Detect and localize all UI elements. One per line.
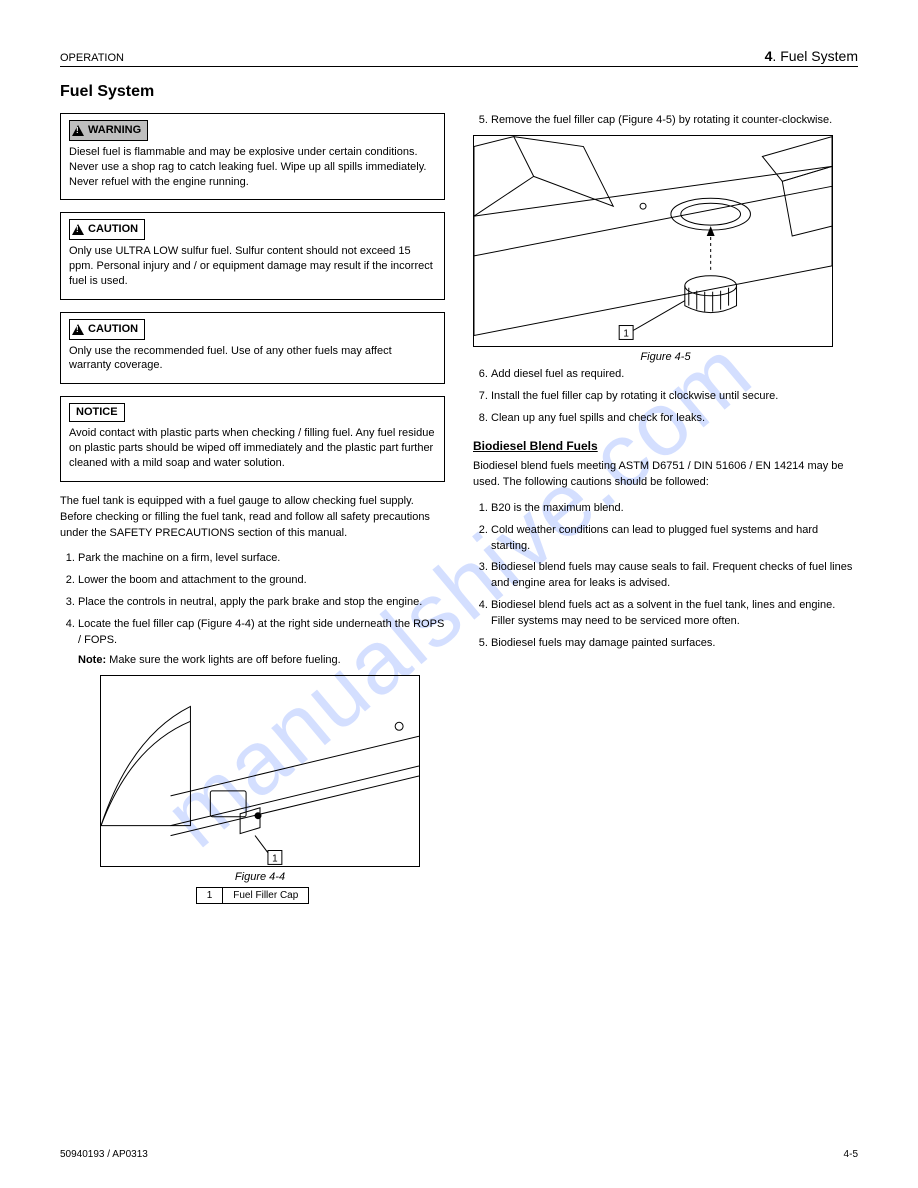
caution1-callout: CAUTION Only use ULTRA LOW sulfur fuel. … [60, 212, 445, 299]
caution1-text: Only use ULTRA LOW sulfur fuel. Sulfur c… [69, 244, 436, 289]
figure-4-4-legend: 1 Fuel Filler Cap [196, 887, 310, 904]
caution2-label: CAUTION [88, 322, 138, 337]
step-5b: by rotating it counter-clockwise. [679, 114, 832, 126]
bio-5: Biodiesel fuels may damage painted surfa… [491, 636, 858, 652]
caution2-text: Only use the recommended fuel. Use of an… [69, 344, 436, 374]
biodiesel-heading: Biodiesel Blend Fuels [473, 439, 858, 453]
step-5: Remove the fuel filler cap (Figure 4-5) … [491, 113, 858, 129]
step-7: Install the fuel filler cap by rotating … [491, 389, 858, 405]
left-column: WARNING Diesel fuel is flammable and may… [60, 113, 445, 910]
figure-4-4-svg: 1 [101, 676, 419, 866]
caution2-callout: CAUTION Only use the recommended fuel. U… [60, 312, 445, 385]
notice-label: NOTICE [69, 403, 125, 422]
figure-4-5-svg: 1 [474, 136, 832, 346]
warning-label: WARNING [88, 123, 141, 138]
bio-3: Biodiesel blend fuels may cause seals to… [491, 560, 858, 592]
legend-text: Fuel Filler Cap [223, 888, 309, 904]
notice-text: Avoid contact with plastic parts when ch… [69, 426, 436, 471]
bio-2: Cold weather conditions can lead to plug… [491, 523, 858, 555]
caution2-header: CAUTION [69, 319, 145, 340]
footer-left: 50940193 / AP0313 [60, 1149, 148, 1160]
figure-4-4-box: 1 [100, 675, 420, 867]
note-text: Make sure the work lights are off before… [109, 654, 341, 666]
section-heading: Fuel System [60, 83, 858, 101]
warning-icon [72, 324, 84, 335]
step-2: Lower the boom and attachment to the gro… [78, 573, 445, 589]
bio-1: B20 is the maximum blend. [491, 501, 858, 517]
bio-list: B20 is the maximum blend. Cold weather c… [473, 501, 858, 653]
bio-4: Biodiesel blend fuels act as a solvent i… [491, 598, 858, 630]
step-8: Clean up any fuel spills and check for l… [491, 411, 858, 427]
warning-callout: WARNING Diesel fuel is flammable and may… [60, 113, 445, 200]
figure-4-4-caption: Figure 4-4 [100, 871, 420, 883]
footer-right: 4-5 [844, 1149, 858, 1160]
step-3: Place the controls in neutral, apply the… [78, 595, 445, 611]
step-4: Locate the fuel filler cap (Figure 4-4) … [78, 617, 445, 669]
caution1-header: CAUTION [69, 219, 145, 240]
intro-text: The fuel tank is equipped with a fuel ga… [60, 494, 445, 542]
step-4a: Locate the fuel filler cap [78, 618, 197, 630]
steps-list-right-a: Remove the fuel filler cap (Figure 4-5) … [473, 113, 858, 129]
caution1-label: CAUTION [88, 222, 138, 237]
steps-list-left: Park the machine on a firm, level surfac… [60, 551, 445, 669]
header-chapter-title: Fuel System [780, 48, 858, 64]
warning-header: WARNING [69, 120, 148, 141]
step-1: Park the machine on a firm, level surfac… [78, 551, 445, 567]
bio-intro: Biodiesel blend fuels meeting ASTM D6751… [473, 459, 858, 491]
steps-list-right-b: Add diesel fuel as required. Install the… [473, 367, 858, 427]
figure-4-5-box: 1 [473, 135, 833, 347]
header-section-number: 4 [765, 48, 773, 64]
figure-4-5-caption: Figure 4-5 [473, 351, 858, 363]
fig4-5-callout-num: 1 [623, 328, 629, 339]
note-label: Note: [78, 654, 106, 666]
header-left: OPERATION [60, 52, 124, 64]
step-6: Add diesel fuel as required. [491, 367, 858, 383]
warning-icon [72, 125, 84, 136]
page-header: OPERATION 4. Fuel System [60, 48, 858, 67]
right-column: Remove the fuel filler cap (Figure 4-5) … [473, 113, 858, 910]
page-footer: 50940193 / AP0313 4-5 [60, 1149, 858, 1160]
notice-callout: NOTICE Avoid contact with plastic parts … [60, 396, 445, 481]
fig4-4-callout-num: 1 [272, 854, 278, 865]
legend-num: 1 [196, 888, 223, 904]
warning-icon [72, 224, 84, 235]
warning-text: Diesel fuel is flammable and may be expl… [69, 145, 436, 190]
step-5a: Remove the fuel filler cap [491, 114, 618, 126]
